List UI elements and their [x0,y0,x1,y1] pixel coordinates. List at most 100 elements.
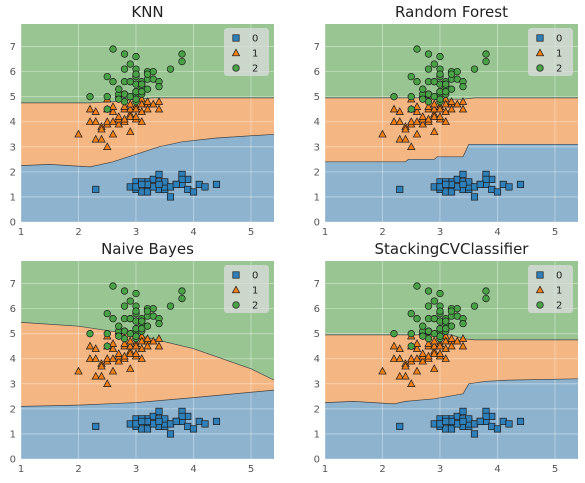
point-class-1 [401,361,410,370]
legend-box [224,28,269,76]
point-class-1 [412,339,422,347]
point-class-1 [126,127,135,135]
point-class-1 [154,97,164,105]
legend: 0 1 2 [224,28,269,76]
point-class-1 [401,371,410,380]
y-tick-label: 7 [314,279,320,290]
point-class-2 [470,65,479,73]
y-tick-label: 6 [10,67,16,78]
decision-region-1 [21,322,274,407]
x-tick-label: 5 [552,227,558,238]
point-class-2 [120,287,129,295]
point-class-1 [91,371,100,380]
point-class-1 [447,97,456,105]
y-tick-label: 4 [10,354,16,365]
point-class-2 [166,65,175,73]
point-class-1 [430,127,439,135]
point-class-1 [401,134,410,143]
x-tick-label: 1 [322,464,328,475]
point-class-2 [126,297,134,305]
x-tick-label: 3 [133,227,139,238]
point-class-1 [430,112,439,120]
point-class-1 [441,107,450,115]
point-class-1 [91,134,100,143]
point-class-1 [430,349,439,357]
legend-marker-1 [231,285,241,294]
legend-label: 1 [556,49,562,60]
point-class-2 [120,65,129,73]
decision-region-1 [21,97,274,167]
x-tick-label: 1 [18,227,24,238]
point-class-1 [378,129,387,138]
point-class-1 [424,102,433,110]
point-class-2 [178,287,186,295]
point-class-0 [447,188,456,196]
point-class-0 [201,420,209,428]
point-class-1 [143,341,152,350]
point-class-1 [126,349,135,357]
x-tick-label: 4 [494,227,500,238]
point-class-0 [459,170,467,178]
point-class-0 [138,180,146,188]
legend-marker-2 [536,64,544,72]
point-class-0 [505,420,513,428]
point-class-1 [108,344,118,352]
point-class-1 [458,334,468,342]
point-class-1 [412,344,422,352]
point-class-1 [131,112,141,120]
point-class-2 [115,322,123,330]
point-class-1 [126,364,135,372]
point-class-2 [120,302,129,310]
point-class-1 [91,107,100,115]
point-class-2 [430,330,438,338]
point-class-2 [407,72,415,81]
point-class-2 [407,330,415,338]
point-class-1 [126,341,135,350]
point-class-2 [482,294,490,303]
point-class-0 [166,193,175,201]
y-tick-label: 1 [10,429,16,440]
decision-boundary-0-1 [325,143,578,163]
point-class-2 [419,95,427,103]
point-class-1 [389,117,399,125]
decision-region-1 [325,97,578,162]
point-class-1 [143,334,152,342]
y-tick-label: 2 [10,404,16,415]
point-class-0 [212,180,221,188]
point-class-2 [143,307,152,315]
point-class-2 [419,322,427,330]
y-tick-label: 2 [10,167,16,178]
point-class-1 [458,104,468,113]
point-class-0 [92,185,100,193]
point-class-2 [436,70,444,78]
point-class-1 [108,129,118,138]
decision-region-0 [21,134,274,222]
point-class-1 [441,344,450,352]
point-class-1 [395,117,404,125]
point-class-2 [436,52,444,61]
y-tick-label: 6 [314,304,320,315]
point-class-2 [413,45,421,53]
point-class-1 [435,112,445,120]
point-class-1 [458,341,468,350]
decision-boundary-0-1 [21,389,274,407]
point-class-2 [103,309,111,318]
x-tick-label: 1 [18,464,24,475]
point-class-2 [482,57,490,66]
point-class-1 [418,349,427,357]
point-class-2 [413,314,421,323]
point-class-1 [108,117,118,125]
legend-label: 1 [252,286,258,297]
x-tick-label: 2 [75,464,81,475]
y-tick-label: 6 [314,67,320,78]
point-class-1 [447,341,456,350]
point-class-0 [189,425,198,433]
point-class-2 [424,65,433,73]
legend-label: 0 [556,34,562,45]
legend-label: 0 [252,34,258,45]
point-class-1 [120,339,129,347]
legend-marker-0 [232,34,240,42]
point-class-1 [447,334,456,342]
